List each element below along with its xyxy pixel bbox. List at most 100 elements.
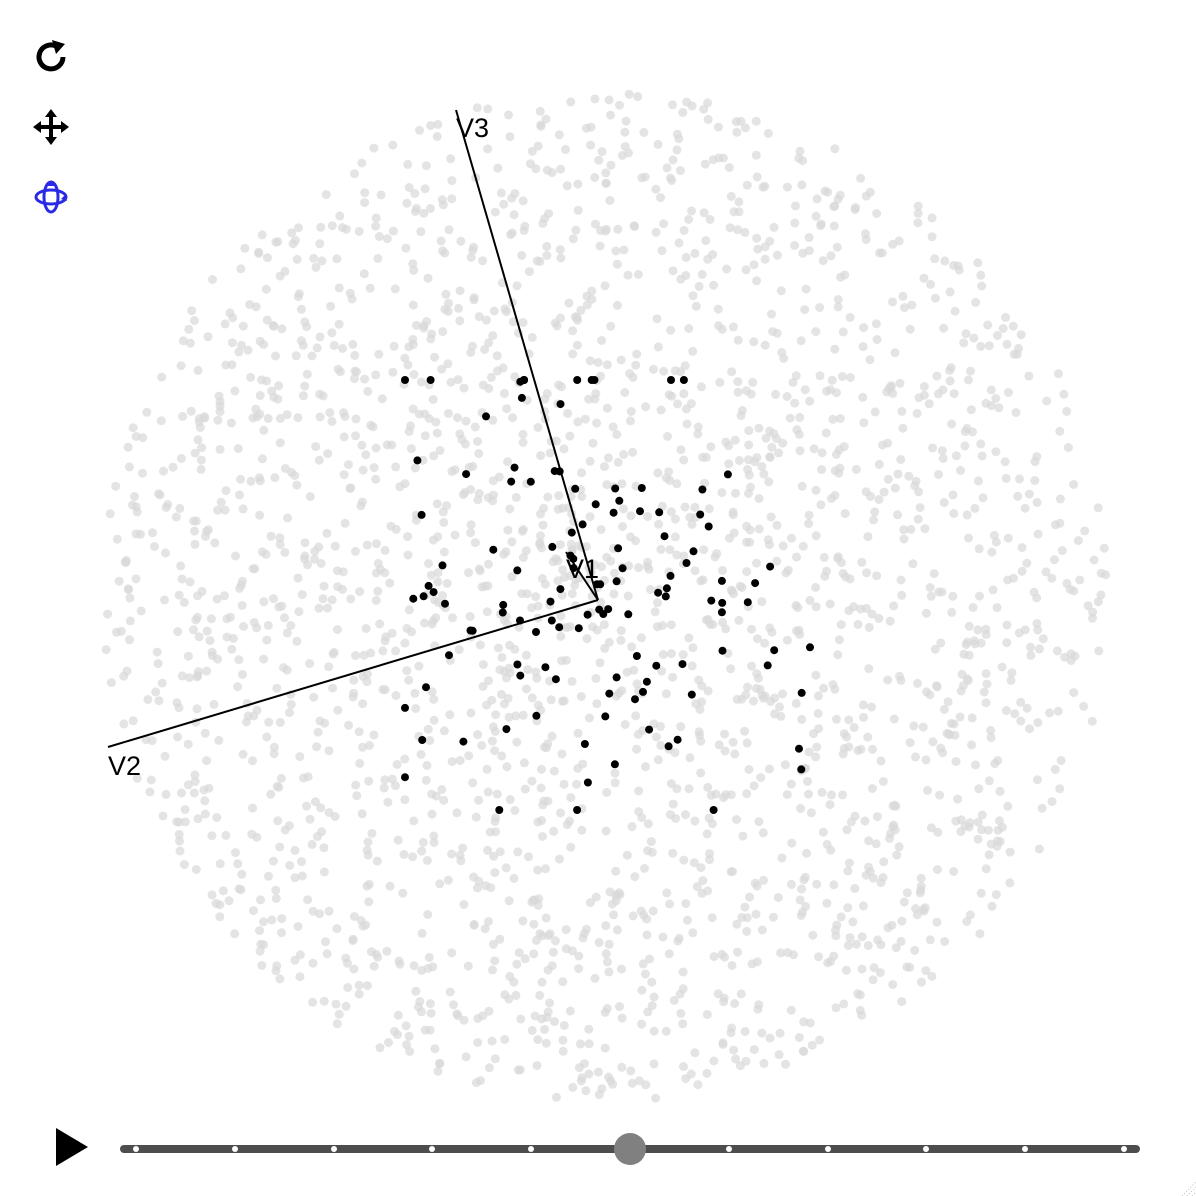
background-point [158,811,168,821]
background-point [556,253,566,263]
background-point [888,239,898,249]
background-point [369,463,379,473]
background-point [207,890,217,900]
background-point [869,963,879,973]
background-point [602,403,612,413]
background-point [331,999,341,1009]
background-point [1041,567,1051,577]
background-point [600,281,610,291]
background-point [668,799,678,809]
background-point [616,635,626,645]
pan-button[interactable] [30,106,72,148]
background-point [1024,489,1034,499]
background-point [364,897,374,907]
frame-tick[interactable] [429,1146,436,1152]
background-point [280,464,290,473]
background-point [896,575,906,585]
background-point [553,556,563,566]
background-point [753,673,763,683]
background-point [1075,575,1085,585]
background-point [751,909,761,919]
background-point [939,323,949,333]
frame-tick[interactable] [923,1146,930,1152]
background-point [714,153,724,163]
background-point [687,519,697,529]
background-point [554,130,564,140]
background-point [418,837,428,847]
play-icon[interactable] [50,1126,92,1168]
background-point [483,787,493,797]
background-point [860,816,870,826]
background-point [787,533,796,543]
background-point [474,795,484,805]
background-point [702,829,712,839]
background-point [280,613,289,623]
background-point [634,563,643,573]
background-point [215,859,225,869]
background-point [354,226,364,236]
background-point [190,526,199,536]
background-point [541,1038,551,1048]
background-point [804,747,814,757]
background-point [960,441,970,451]
background-point [897,406,907,416]
background-point [236,474,245,484]
frame-tick[interactable] [133,1146,139,1152]
background-point [1003,533,1013,543]
background-point [717,949,727,959]
background-point [267,386,277,396]
background-point [271,351,280,361]
background-point [242,717,251,727]
background-point [368,422,378,432]
background-point [893,510,903,520]
highlight-point [639,687,647,696]
frame-tick[interactable] [1022,1146,1029,1152]
frame-tick[interactable] [330,1146,337,1152]
background-point [626,511,636,521]
highlight-point [795,744,803,753]
background-point [473,1038,483,1047]
background-point [616,964,626,974]
background-point [733,387,743,397]
background-point [442,578,452,588]
frame-tick[interactable] [528,1146,535,1152]
frame-tick[interactable] [1121,1146,1127,1152]
background-point [128,423,138,433]
frame-tick[interactable] [824,1146,831,1152]
background-point [410,463,420,473]
background-point [196,464,206,474]
background-point [794,1033,804,1042]
background-point [709,280,719,290]
background-point [292,254,302,264]
background-point [898,423,908,433]
background-point [288,239,298,249]
background-point [649,719,659,729]
tour-scatter-plot[interactable]: V1 V2 V3 [0,0,1196,1110]
background-point [776,948,786,958]
background-point [817,465,827,475]
background-point [1029,587,1039,597]
background-point [713,122,723,132]
background-point [577,468,586,478]
background-point [637,1019,647,1029]
background-point [758,182,768,192]
background-point [688,928,698,938]
background-point [461,416,471,426]
background-point [850,811,860,821]
background-point [364,776,374,786]
background-point [893,469,903,479]
background-point [584,394,594,404]
reset-view-button[interactable] [30,36,72,78]
rotate-button[interactable] [30,176,72,218]
background-point [383,797,393,807]
background-point [940,256,950,266]
background-point [237,869,247,879]
resize-grip-icon[interactable] [1178,1178,1196,1196]
axis-label-v1: V1 [566,554,599,584]
background-point [837,372,847,381]
frame-tick[interactable] [231,1146,238,1152]
background-point [275,414,285,423]
slider-thumb[interactable] [614,1133,646,1165]
frame-tick[interactable] [725,1146,732,1152]
background-point [478,256,488,266]
